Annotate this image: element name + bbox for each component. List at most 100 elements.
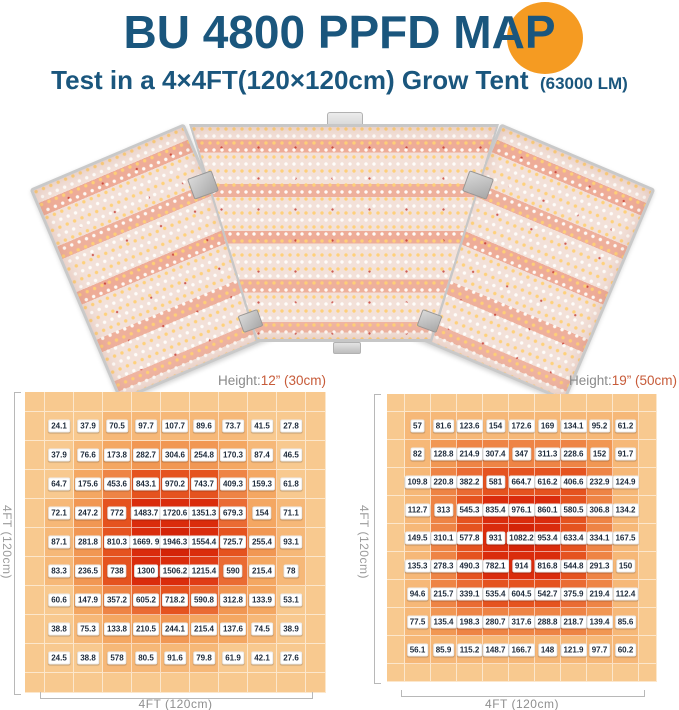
- ppfd-value: 27.8: [280, 419, 302, 433]
- ppfd-value: 57: [410, 419, 425, 432]
- ppfd-cell: 72.1: [45, 499, 74, 528]
- ppfd-value: 77.5: [406, 615, 429, 628]
- ppfd-value: 236.5: [74, 564, 102, 578]
- ppfd-value: 74.5: [251, 622, 273, 636]
- ppfd-margin-cell: [639, 524, 657, 552]
- ppfd-cell: 154: [248, 499, 277, 528]
- ppfd-value: 121.9: [560, 643, 587, 656]
- ppfd-cell: 135.4: [430, 608, 457, 636]
- ppfd-cell: 60.2: [613, 636, 639, 664]
- ppfd-cell: 1300: [132, 557, 161, 586]
- ppfd-value: 93.1: [280, 535, 302, 549]
- ppfd-value: 679.3: [219, 506, 247, 520]
- height-label-value: 19” (50cm): [611, 373, 677, 388]
- ppfd-value: 70.5: [106, 419, 128, 433]
- ppfd-value: 214.9: [456, 447, 483, 460]
- ppfd-value: 219.4: [586, 587, 613, 600]
- ppfd-margin-cell: [405, 664, 431, 682]
- ppfd-cell: 311.3: [534, 440, 561, 468]
- ppfd-value: 46.5: [280, 448, 302, 462]
- ppfd-margin-cell: [387, 440, 405, 468]
- ppfd-value: 220.8: [430, 475, 457, 488]
- ppfd-value: 581: [485, 475, 506, 488]
- ppfd-cell: 218.7: [560, 608, 587, 636]
- ppfd-cell: 56.1: [405, 636, 431, 664]
- ppfd-value: 816.8: [534, 559, 561, 572]
- ppfd-cell: 578: [103, 644, 132, 673]
- ppfd-cell: 133.8: [103, 615, 132, 644]
- ppfd-cell: 816.8: [534, 552, 561, 580]
- ppfd-cell: 313: [431, 496, 457, 524]
- ppfd-value: 210.5: [132, 622, 160, 636]
- ppfd-margin-cell: [25, 644, 45, 673]
- ppfd-value: 95.2: [588, 419, 611, 432]
- ppfd-value: 280.7: [482, 615, 509, 628]
- ppfd-cell: 112.4: [612, 580, 639, 608]
- ppfd-cell: 107.7: [161, 412, 190, 441]
- ppfd-margin-cell: [587, 664, 613, 682]
- ppfd-margin-cell: [25, 392, 45, 412]
- ppfd-value: 64.7: [48, 477, 70, 491]
- ppfd-margin-cell: [306, 470, 326, 499]
- ppfd-value: 605.2: [132, 593, 160, 607]
- ppfd-cell: 1669. 9: [129, 528, 163, 557]
- ppfd-value: 61.8: [280, 477, 302, 491]
- ppfd-value: 79.8: [193, 651, 215, 665]
- ppfd-value: 152: [589, 447, 610, 460]
- ppfd-cell: 382.2: [456, 468, 483, 496]
- ppfd-cell: 604.5: [508, 580, 535, 608]
- ppfd-cell: 738: [103, 557, 132, 586]
- ppfd-value: 42.1: [251, 651, 273, 665]
- ppfd-value: 810.3: [103, 535, 131, 549]
- ppfd-value: 725.7: [219, 535, 247, 549]
- ppfd-value: 542.7: [534, 587, 561, 600]
- ppfd-cell: 77.5: [405, 608, 431, 636]
- ppfd-margin-cell: [219, 673, 248, 693]
- ppfd-cell: 24.1: [45, 412, 74, 441]
- ppfd-cell: 1215.4: [188, 557, 220, 586]
- ppfd-margin-cell: [639, 440, 657, 468]
- x-axis-bracket-left: [40, 692, 313, 699]
- ppfd-margin-cell: [248, 392, 277, 412]
- ppfd-value: 82: [410, 447, 425, 460]
- ppfd-cell: 718.2: [161, 586, 190, 615]
- ppfd-value: 313: [433, 503, 454, 516]
- ppfd-value: 75.3: [77, 622, 99, 636]
- ppfd-margin-cell: [306, 586, 326, 615]
- ppfd-cell: 1506.2: [159, 557, 191, 586]
- grow-light-image: [29, 112, 656, 402]
- ppfd-margin-cell: [25, 499, 45, 528]
- y-axis-label-right: 4FT (120cm): [357, 505, 371, 579]
- ppfd-cell: 175.6: [74, 470, 103, 499]
- ppfd-margin-cell: [306, 557, 326, 586]
- ppfd-value: 112.7: [404, 503, 431, 516]
- ppfd-margin-cell: [25, 528, 45, 557]
- ppfd-value: 409.3: [219, 477, 247, 491]
- ppfd-cell: 73.7: [219, 412, 248, 441]
- ppfd-value: 215.4: [190, 622, 218, 636]
- ppfd-cell: 535.4: [482, 580, 509, 608]
- ppfd-margin-cell: [161, 392, 190, 412]
- ppfd-margin-cell: [45, 673, 74, 693]
- ppfd-cell: 931: [483, 524, 509, 552]
- ppfd-value: 167.5: [612, 531, 639, 544]
- subtitle-row: Test in a 4×4FT(120×120cm) Grow Tent (63…: [0, 65, 679, 96]
- ppfd-value: 1082.2: [506, 531, 537, 544]
- ppfd-value: 72.1: [48, 506, 70, 520]
- ppfd-value: 27.6: [280, 651, 302, 665]
- ppfd-value: 166.7: [508, 643, 535, 656]
- ppfd-margin-cell: [306, 441, 326, 470]
- ppfd-margin-cell: [509, 394, 535, 412]
- ppfd-margin-cell: [190, 392, 219, 412]
- ppfd-margin-cell: [405, 394, 431, 412]
- ppfd-value: 664.7: [508, 475, 535, 488]
- ppfd-margin-cell: [587, 394, 613, 412]
- ppfd-value: 255.4: [248, 535, 276, 549]
- ppfd-cell: 134.1: [560, 412, 587, 440]
- ppfd-margin-cell: [535, 394, 561, 412]
- ppfd-value: 835.4: [482, 503, 509, 516]
- ppfd-value: 843.1: [132, 477, 160, 491]
- ppfd-value: 406.6: [560, 475, 587, 488]
- ppfd-cell: 148.7: [482, 636, 509, 664]
